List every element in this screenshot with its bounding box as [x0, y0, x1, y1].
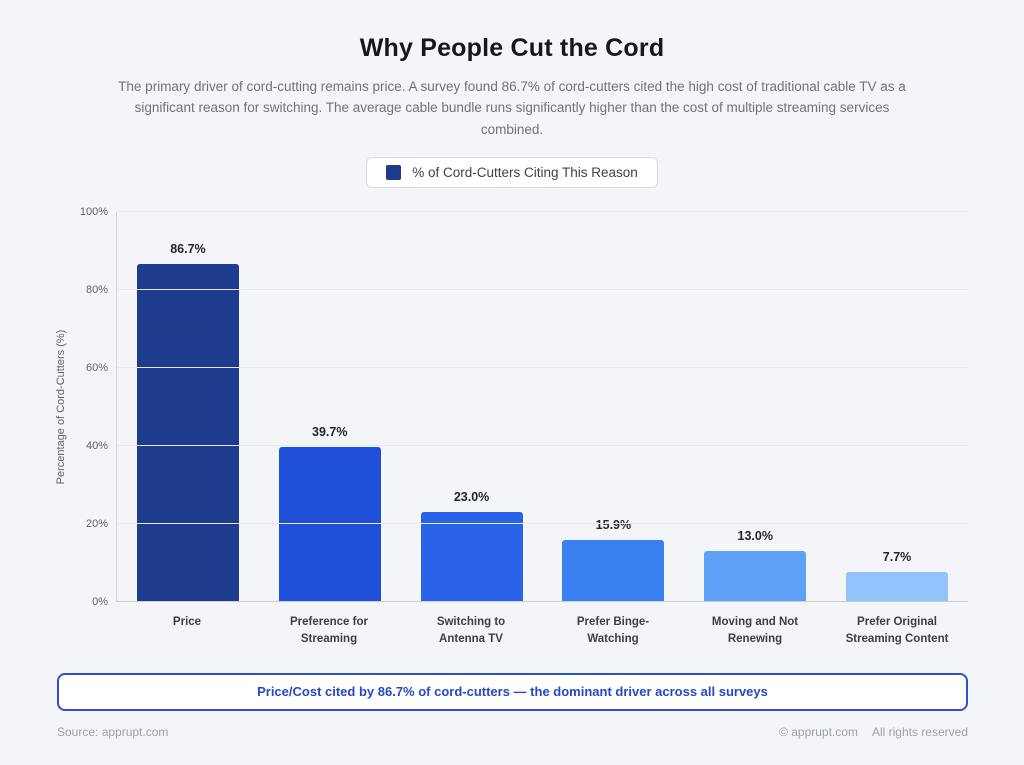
gridline — [117, 522, 968, 524]
gridline — [117, 600, 968, 602]
x-category-label: Switching to Antenna TV — [400, 614, 542, 649]
callout-text: Price/Cost cited by 86.7% of cord-cutter… — [257, 683, 768, 699]
legend-swatch-icon — [386, 164, 402, 180]
x-category-label-text: Price — [172, 615, 202, 628]
x-category-label-text: Preference for Streaming — [290, 615, 368, 646]
footer: Source: apprupt.com © apprupt.com All ri… — [57, 725, 968, 739]
bar-value-label: 15.9% — [595, 517, 632, 532]
gridline — [117, 288, 968, 290]
footer-right: © apprupt.com All rights reserved — [779, 725, 968, 739]
x-category-label-text: Moving and Not Renewing — [711, 615, 799, 646]
bar-slot: 23.0% — [401, 212, 543, 602]
gridline — [117, 366, 968, 368]
plot-area: 86.7% 39.7% 23.0% 15.9% 13.0% 7.7% 0% 20% 40% 60… — [80, 206, 968, 608]
copyright-text: © apprupt.com — [779, 724, 858, 739]
x-category-label-text: Prefer Binge-Watching — [576, 615, 650, 646]
source-text: Source: apprupt.com — [57, 724, 169, 739]
bar-slot: 7.7% — [826, 212, 968, 602]
gridline — [117, 210, 968, 212]
y-tick-label: 100% — [79, 205, 108, 218]
x-category-label: Price — [116, 614, 258, 649]
y-tick-label: 40% — [85, 439, 108, 452]
y-tick-label: 20% — [85, 517, 108, 530]
rights-text: All rights reserved — [871, 724, 968, 739]
bar-value-label: 39.7% — [312, 425, 348, 440]
bar-chart: Percentage of Cord-Cutters (%) 86.7% 39.7… — [0, 206, 1024, 656]
bar-value-label: 7.7% — [882, 549, 912, 564]
bar-value-label: 86.7% — [170, 241, 206, 256]
y-axis-title: Percentage of Cord-Cutters (%) — [55, 329, 67, 485]
x-axis-labels: Price Preference for Streaming Switching t… — [116, 614, 968, 649]
x-category-label: Preference for Streaming — [258, 614, 400, 649]
page-title: Why People Cut the Cord — [359, 34, 665, 62]
bar-slot: 39.7% — [259, 212, 401, 602]
page-subtitle: The primary driver of cord-cutting remai… — [118, 79, 906, 137]
gridline — [117, 444, 968, 446]
legend-item[interactable]: % of Cord-Cutters Citing This Reason — [366, 156, 658, 188]
y-tick-label: 80% — [85, 283, 108, 296]
bar-6 — [846, 571, 949, 602]
bar-slot: 15.9% — [542, 212, 684, 602]
bar-1 — [136, 263, 239, 602]
bar-value-label: 13.0% — [737, 529, 773, 544]
x-category-label: Prefer Original Streaming Content — [826, 614, 968, 649]
bar-4 — [562, 539, 665, 602]
callout-banner: Price/Cost cited by 86.7% of cord-cutter… — [57, 672, 968, 711]
bar-value-label: 23.0% — [453, 490, 490, 505]
y-tick-label: 0% — [92, 595, 108, 608]
legend-row: % of Cord-Cutters Citing This Reason — [0, 156, 1024, 188]
bar-3 — [420, 512, 523, 602]
x-category-label-text: Prefer Original Streaming Content — [845, 615, 949, 646]
x-category-label-text: Switching to Antenna TV — [436, 615, 506, 646]
x-category-label: Prefer Binge-Watching — [542, 614, 684, 649]
bar-slot: 86.7% — [117, 212, 259, 602]
bar-2 — [278, 447, 381, 602]
bar-slot: 13.0% — [684, 212, 826, 602]
x-category-label: Moving and Not Renewing — [684, 614, 826, 649]
bar-5 — [704, 551, 807, 602]
bars-layer: 86.7% 39.7% 23.0% 15.9% 13.0% 7.7% — [117, 212, 968, 602]
legend-label: % of Cord-Cutters Citing This Reason — [412, 164, 638, 180]
y-tick-label: 60% — [85, 361, 108, 374]
